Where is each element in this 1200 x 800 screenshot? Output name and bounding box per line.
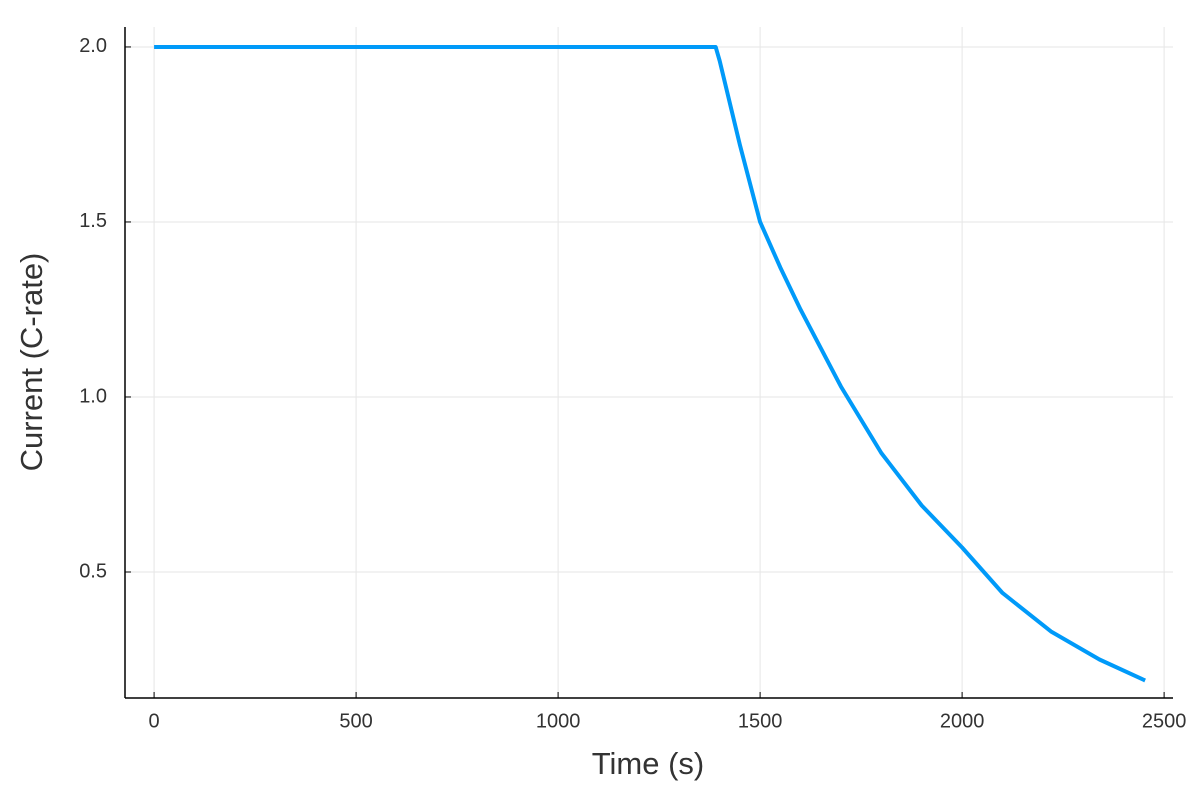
y-tick-label: 1.0 <box>79 385 107 407</box>
y-axis-label: Current (C-rate) <box>14 253 49 472</box>
x-tick-label: 1000 <box>536 710 581 732</box>
x-tick-label: 2500 <box>1142 710 1187 732</box>
y-tick-label: 0.5 <box>79 560 107 582</box>
y-tick-label: 2.0 <box>79 35 107 57</box>
x-tick-label: 1500 <box>738 710 783 732</box>
y-tick-label: 1.5 <box>79 210 107 232</box>
data-line <box>154 44 1146 683</box>
x-tick-label: 0 <box>149 710 160 732</box>
x-tick-label: 2000 <box>940 710 985 732</box>
x-axis-label: Time (s) <box>592 746 705 781</box>
x-tick-label: 500 <box>339 710 372 732</box>
